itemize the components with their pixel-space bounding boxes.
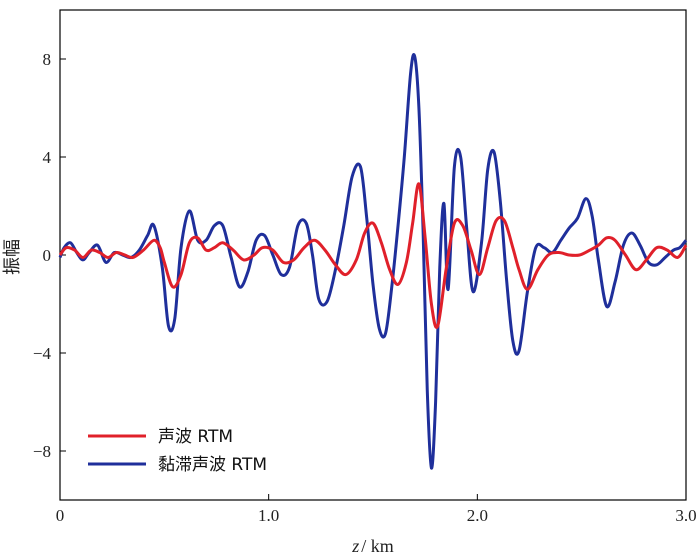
y-axis-label: 振幅	[2, 239, 22, 275]
y-axis-ticks: 8 4 0 −4 −8	[33, 50, 66, 461]
x-tick-label: 0	[56, 506, 65, 525]
y-tick-label: −4	[33, 344, 52, 363]
x-tick-label: 1.0	[258, 506, 279, 525]
series-layer	[58, 52, 688, 470]
x-axis-label: z / km	[351, 536, 394, 556]
y-tick-label: −8	[33, 442, 51, 461]
y-tick-label: 8	[43, 50, 52, 69]
x-tick-label: 2.0	[467, 506, 488, 525]
x-axis-label-unit: / km	[361, 536, 394, 556]
legend: 声波 RTM 黏滞声波 RTM	[88, 427, 267, 475]
series-line-acoustic-rtm	[58, 182, 688, 329]
legend-label-acoustic: 声波 RTM	[158, 427, 233, 447]
x-axis-ticks: 0 1.0 2.0 3.0	[56, 494, 697, 525]
series-line-viscoacoustic-rtm	[58, 52, 688, 470]
legend-label-viscoacoustic: 黏滞声波 RTM	[158, 455, 267, 475]
plot-frame	[59, 9, 687, 501]
x-tick-label: 3.0	[675, 506, 696, 525]
y-tick-label: 4	[43, 148, 52, 167]
x-axis-label-var: z	[351, 536, 359, 556]
y-tick-label: 0	[43, 246, 52, 265]
